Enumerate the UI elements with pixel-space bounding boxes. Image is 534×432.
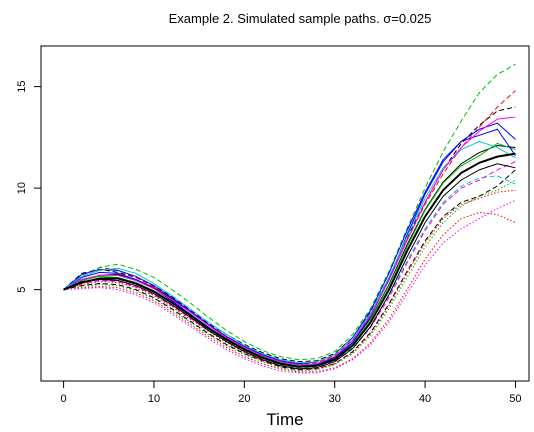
x-tick-label-40: 40 — [419, 393, 431, 405]
sample-path-3 — [63, 169, 516, 371]
sample-path-17 — [63, 163, 516, 370]
mean-curve — [63, 152, 516, 368]
x-axis-label: Time — [266, 410, 303, 429]
sample-path-13 — [63, 175, 516, 369]
sample-path-5 — [63, 211, 516, 373]
sample-path-16 — [63, 199, 516, 374]
chart-title: Example 2. Simulated sample paths. σ=0.0… — [169, 11, 432, 26]
mean-curve-group — [63, 152, 516, 368]
x-tick-label-50: 50 — [509, 393, 521, 405]
sample-path-2 — [63, 106, 516, 363]
x-tick-label-0: 0 — [61, 393, 67, 405]
sample-paths — [63, 63, 516, 374]
sample-path-12 — [63, 140, 516, 364]
y-tick-label-10: 10 — [16, 182, 28, 194]
x-axis: 0 10 20 30 40 50 — [61, 380, 522, 405]
x-tick-label-10: 10 — [148, 393, 160, 405]
x-tick-label-20: 20 — [238, 393, 250, 405]
sample-path-7 — [63, 63, 516, 361]
sample-path-14 — [63, 116, 516, 366]
sample-path-11 — [63, 122, 516, 368]
sample-path-10 — [63, 128, 516, 365]
sample-path-6 — [63, 189, 516, 370]
sample-path-9 — [63, 179, 516, 372]
y-tick-label-15: 15 — [16, 80, 28, 92]
y-axis: 5 10 15 — [16, 80, 42, 293]
sample-path-4 — [63, 90, 516, 365]
y-tick-label-5: 5 — [16, 287, 28, 293]
plot-frame — [40, 45, 530, 382]
x-tick-label-30: 30 — [329, 393, 341, 405]
